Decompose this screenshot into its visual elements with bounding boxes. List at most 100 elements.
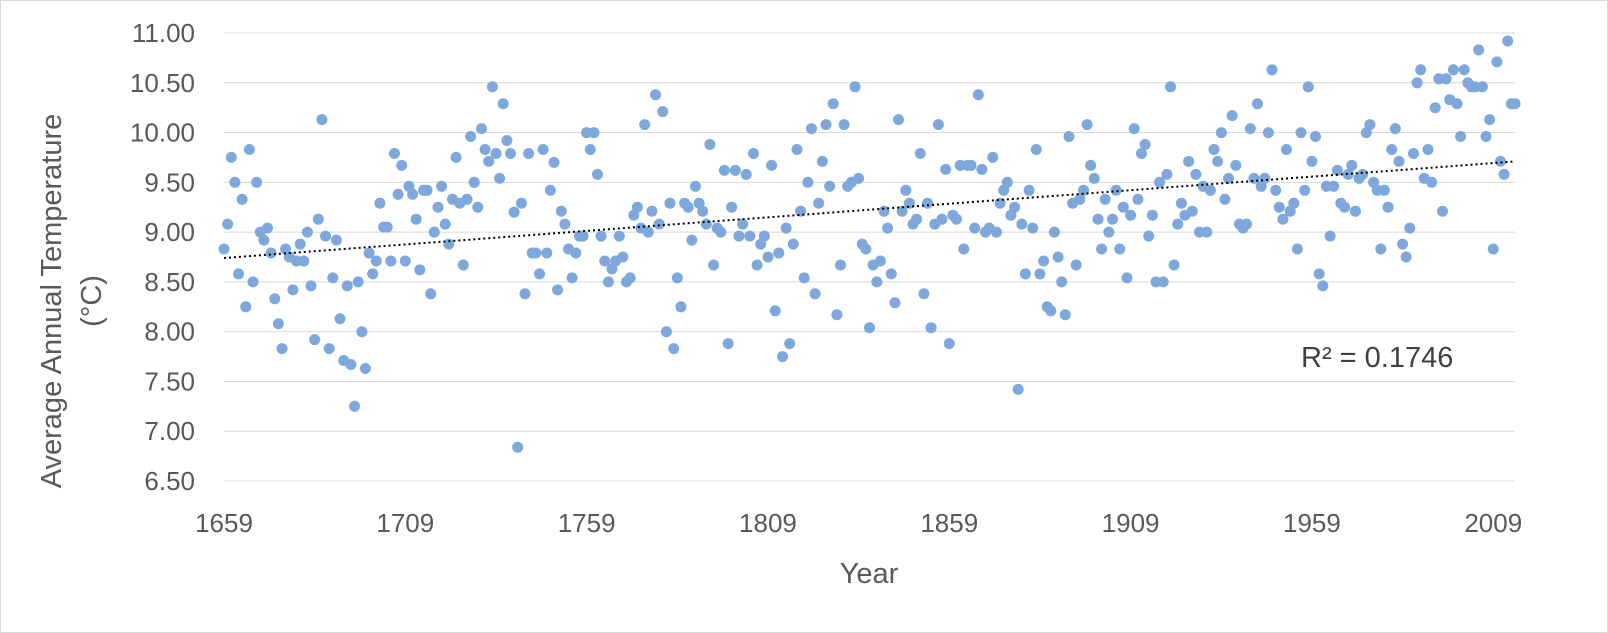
data-point — [1219, 193, 1231, 205]
data-point — [864, 322, 875, 334]
data-point — [668, 343, 680, 355]
data-point — [236, 193, 248, 205]
data-point — [1502, 35, 1514, 47]
data-point — [443, 238, 455, 250]
data-point — [885, 268, 897, 280]
data-point — [1190, 168, 1202, 180]
data-point — [631, 201, 643, 213]
data-point — [1281, 144, 1292, 155]
data-point — [269, 293, 281, 305]
data-point — [769, 305, 781, 317]
data-points — [218, 35, 1521, 453]
data-point — [1107, 213, 1118, 225]
data-point — [439, 218, 451, 230]
data-point — [1415, 64, 1427, 76]
data-point — [1389, 123, 1401, 135]
data-point — [1059, 309, 1071, 321]
data-point — [1400, 251, 1412, 263]
data-point — [784, 338, 796, 350]
data-point — [1498, 168, 1510, 180]
data-point — [233, 268, 244, 280]
data-point — [1455, 131, 1467, 142]
y-tick-label: 7.00 — [144, 416, 195, 446]
data-point — [1110, 184, 1122, 196]
y-tick-label: 9.00 — [144, 217, 195, 247]
data-point — [566, 272, 578, 284]
data-point — [994, 197, 1006, 209]
data-point — [570, 247, 582, 259]
data-point — [1357, 168, 1369, 180]
data-point — [1226, 110, 1238, 122]
y-axis-title-line-1: Average Annual Temperature — [36, 114, 68, 489]
data-point — [1244, 123, 1256, 135]
data-point — [773, 247, 785, 259]
data-point — [479, 144, 491, 155]
data-point — [1422, 144, 1434, 155]
x-tick-label: 1859 — [920, 508, 978, 538]
data-point — [766, 159, 778, 171]
data-point — [624, 272, 636, 284]
data-point — [893, 114, 904, 126]
data-point — [595, 230, 607, 242]
data-point — [341, 280, 353, 292]
data-point — [1382, 201, 1394, 213]
data-point — [247, 276, 259, 288]
data-point — [1154, 176, 1166, 188]
data-point — [617, 251, 629, 263]
data-point — [925, 322, 937, 334]
data-point — [1310, 131, 1321, 142]
data-point — [1509, 98, 1521, 110]
data-point — [294, 238, 306, 250]
data-point — [258, 234, 270, 246]
data-point — [301, 226, 313, 238]
data-point — [461, 193, 473, 205]
data-point — [940, 163, 952, 175]
data-point — [388, 148, 400, 159]
data-point — [367, 268, 379, 280]
data-point — [512, 441, 524, 453]
data-point — [1306, 155, 1318, 167]
data-point — [359, 363, 371, 374]
data-point — [1262, 127, 1274, 139]
data-point — [1208, 144, 1220, 155]
data-point — [874, 255, 886, 267]
data-point — [1331, 164, 1343, 176]
data-point — [577, 230, 589, 242]
data-point — [787, 238, 799, 250]
data-point — [537, 144, 549, 155]
data-point — [1313, 268, 1325, 280]
data-point — [544, 184, 556, 196]
data-point — [1161, 168, 1173, 180]
data-point — [251, 176, 263, 188]
data-point — [675, 301, 687, 313]
data-point — [686, 234, 698, 246]
data-point — [1328, 180, 1340, 192]
data-point — [229, 176, 241, 188]
data-point — [1230, 159, 1242, 171]
data-point — [820, 119, 832, 131]
data-point — [1012, 383, 1024, 395]
data-point — [1440, 73, 1452, 85]
data-point — [809, 288, 821, 300]
data-point — [425, 288, 437, 300]
data-point — [1172, 218, 1184, 230]
data-point — [501, 135, 513, 146]
data-point — [1099, 193, 1111, 205]
data-point — [1241, 218, 1253, 230]
data-point — [1092, 213, 1104, 225]
data-point — [1266, 64, 1278, 76]
data-point — [795, 205, 807, 217]
data-point — [374, 197, 386, 209]
data-point — [1052, 251, 1064, 263]
data-point — [918, 288, 930, 300]
data-point — [642, 226, 654, 238]
data-point — [1165, 81, 1176, 93]
data-point — [1349, 205, 1361, 217]
data-point — [1081, 119, 1093, 131]
data-point — [1038, 255, 1050, 267]
data-point — [468, 176, 480, 188]
data-point — [660, 326, 672, 338]
y-axis-title-line-2: (°C) — [76, 275, 108, 327]
x-tick-label: 2009 — [1464, 508, 1522, 538]
